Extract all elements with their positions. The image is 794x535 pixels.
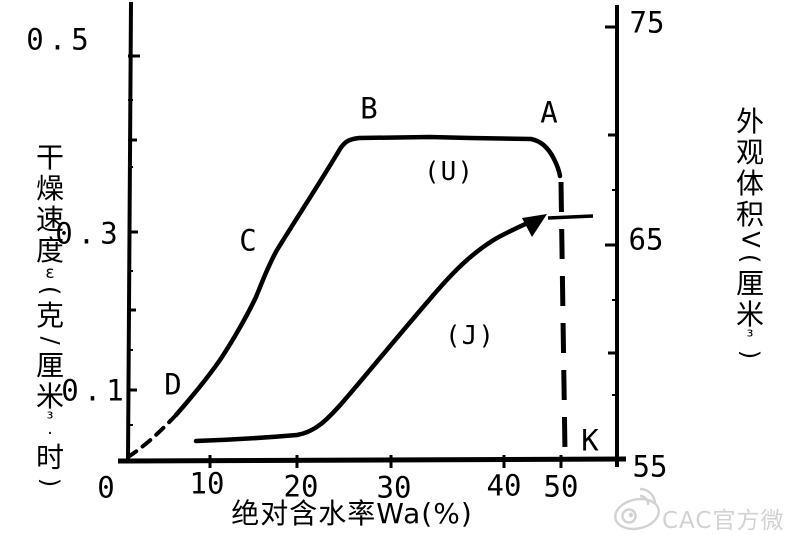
point-label-c: C: [239, 223, 257, 258]
left-tick-0.1: 0.1: [61, 373, 129, 408]
right-tick-55: 55: [632, 449, 668, 484]
curve-u-tag: (U): [424, 157, 474, 187]
weibo-logo-icon: [614, 487, 660, 531]
x-tick-10: 10: [189, 466, 225, 501]
point-label-a: A: [540, 95, 558, 130]
point-label-b: B: [360, 91, 378, 126]
x-tick-0: 0: [97, 470, 115, 505]
x-tick-20: 20: [283, 469, 319, 504]
x-axis-ticks: [208, 455, 563, 468]
curve-j-level-segment: [547, 214, 594, 220]
watermark-text: CAC官方微博: [662, 508, 785, 534]
x-tick-30: 30: [376, 470, 412, 505]
curve-u-line: [173, 134, 563, 418]
curve-j-tag: (J): [445, 321, 495, 351]
x-axis-title: 绝对含水率Wa(%): [231, 497, 473, 530]
x-tick-50: 50: [543, 469, 579, 504]
left-axis-ticks: [128, 54, 140, 426]
left-y-axis-title: 干燥速度 ε(克 / 厘米 ³ · 时): [35, 141, 65, 488]
right-axis-ticks: [605, 25, 617, 462]
dashed-drop-line: [558, 181, 568, 454]
x-tick-40: 40: [486, 468, 522, 503]
right-tick-65: 65: [628, 222, 664, 257]
curve-j-arrowhead-icon: [522, 214, 547, 237]
curve-u-dashed-start: [126, 413, 178, 459]
left-tick-0.3: 0.3: [55, 216, 123, 251]
x-axis-line: [117, 456, 627, 464]
right-y-axis-title: 外观体积 V(厘米 ³): [735, 105, 765, 360]
point-label-d: D: [164, 367, 182, 402]
left-tick-0.5: 0.5: [26, 22, 94, 57]
right-tick-75: 75: [629, 5, 665, 40]
curve-j-line: [193, 218, 535, 444]
point-label-k: K: [581, 423, 599, 458]
